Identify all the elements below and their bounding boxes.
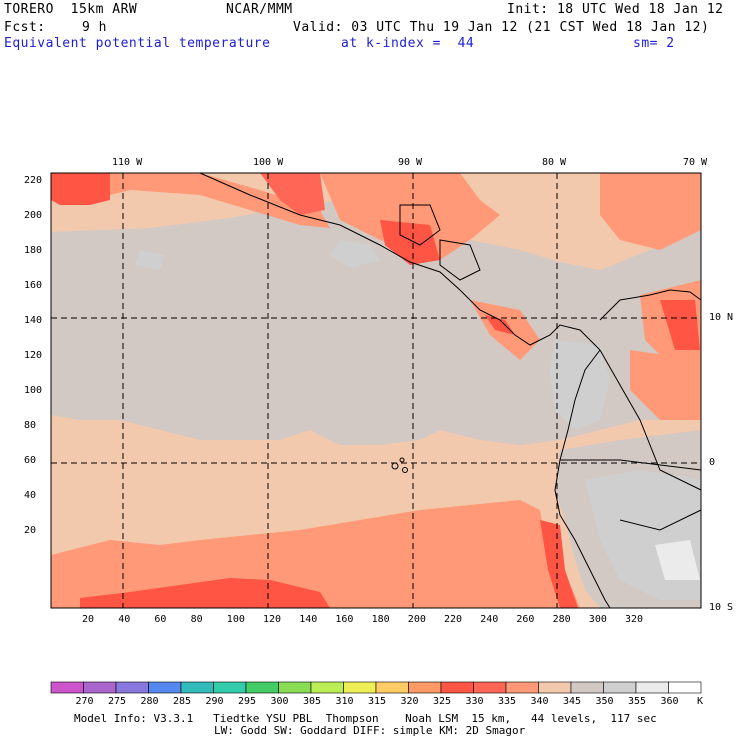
x-tick-label: 260 — [516, 614, 535, 625]
colorbar-tick-label: 280 — [140, 696, 159, 707]
longitude-label: 80 W — [542, 157, 567, 168]
latitude-label: 0 — [709, 457, 716, 468]
x-tick-label: 220 — [444, 614, 463, 625]
x-tick-label: 320 — [625, 614, 644, 625]
level-label: at k-index = 44 — [341, 36, 475, 51]
y-tick-label: 40 — [24, 490, 37, 501]
colorbar-swatch — [473, 681, 507, 694]
colorbar-tick-label: 270 — [75, 696, 94, 707]
y-tick-label: 120 — [24, 350, 43, 361]
colorbar-tick-label: 335 — [498, 696, 517, 707]
model-info-line: Model Info: V3.3.1 Tiedtke YSU PBL Thomp… — [74, 712, 657, 725]
x-tick-label: 180 — [371, 614, 390, 625]
colorbar-swatch — [310, 681, 344, 694]
x-tick-label: 240 — [480, 614, 499, 625]
colorbar-tick-label: 275 — [108, 696, 127, 707]
colorbar-swatch — [635, 681, 669, 694]
colorbar-swatch — [603, 681, 637, 694]
colorbar-swatch — [668, 681, 702, 694]
colorbar-swatch — [408, 681, 442, 694]
longitude-label: 70 W — [683, 157, 708, 168]
colorbar-tick-label: 315 — [368, 696, 387, 707]
colorbar-swatch — [570, 681, 604, 694]
colorbar-swatch — [213, 681, 247, 694]
valid-time: Valid: 03 UTC Thu 19 Jan 12 (21 CST Wed … — [293, 20, 710, 35]
longitude-label: 100 W — [253, 157, 284, 168]
colorbar-unit: K — [697, 696, 704, 707]
smoothing-label: sm= 2 — [633, 36, 675, 51]
x-tick-label: 40 — [118, 614, 131, 625]
colorbar-tick-label: 345 — [563, 696, 582, 707]
longitude-label: 90 W — [398, 157, 423, 168]
colorbar-swatch — [505, 681, 539, 694]
field-band-330-north — [51, 173, 110, 205]
colorbar-tick-label: 320 — [400, 696, 419, 707]
forecast-hours: 9 h — [82, 20, 107, 35]
colorbar-tick-label: 350 — [595, 696, 614, 707]
latitude-label: 10 N — [709, 312, 734, 323]
y-tick-label: 220 — [24, 175, 43, 186]
colorbar-swatch — [83, 681, 117, 694]
x-tick-label: 80 — [190, 614, 203, 625]
x-tick-label: 280 — [552, 614, 571, 625]
colorbar-swatch — [278, 681, 312, 694]
colorbar-tick-label: 330 — [465, 696, 484, 707]
x-tick-label: 140 — [299, 614, 318, 625]
physics-info-line: LW: Godd SW: Goddard DIFF: simple KM: 2D… — [214, 724, 526, 737]
colorbar-swatch — [115, 681, 149, 694]
x-tick-label: 200 — [407, 614, 426, 625]
center-label: NCAR/MMM — [226, 2, 293, 17]
colorbar-tick-label: 305 — [303, 696, 322, 707]
forecast-label: Fcst: — [4, 20, 46, 35]
x-tick-label: 300 — [588, 614, 607, 625]
x-tick-label: 100 — [226, 614, 245, 625]
longitude-label: 110 W — [112, 157, 143, 168]
colorbar-swatch — [538, 681, 572, 694]
coastlines — [199, 172, 702, 609]
y-tick-label: 180 — [24, 245, 43, 256]
colorbar-swatch — [375, 681, 409, 694]
colorbar-tick-label: 285 — [173, 696, 192, 707]
x-tick-label: 160 — [335, 614, 354, 625]
colorbar-swatch — [148, 681, 182, 694]
plot-frame — [50, 172, 702, 609]
init-time: Init: 18 UTC Wed 18 Jan 12 — [507, 2, 724, 17]
y-tick-label: 100 — [24, 385, 43, 396]
latlon-grid — [51, 173, 701, 608]
colorbar-tick-label: 355 — [628, 696, 647, 707]
y-tick-label: 60 — [24, 455, 37, 466]
y-tick-label: 20 — [24, 525, 37, 536]
field-band-335 — [51, 500, 580, 608]
y-tick-label: 140 — [24, 315, 43, 326]
colorbar-tick-label: 310 — [335, 696, 354, 707]
colorbar-swatch — [440, 681, 474, 694]
colorbar-tick-label: 325 — [433, 696, 452, 707]
colorbar-swatch — [50, 681, 84, 694]
colorbar-swatch — [245, 681, 279, 694]
colorbar-swatch — [343, 681, 377, 694]
field-band-345 — [51, 198, 701, 445]
x-tick-label: 120 — [263, 614, 282, 625]
colorbar — [50, 681, 702, 694]
colorbar-tick-label: 360 — [660, 696, 679, 707]
temperature-field — [51, 173, 701, 608]
colorbar-tick-label: 295 — [238, 696, 257, 707]
x-tick-label: 20 — [82, 614, 95, 625]
field-name: Equivalent potential temperature — [4, 36, 271, 51]
latitude-label: 10 S — [709, 602, 734, 613]
colorbar-tick-label: 290 — [205, 696, 224, 707]
colorbar-swatch — [180, 681, 214, 694]
x-tick-label: 60 — [154, 614, 167, 625]
colorbar-tick-label: 300 — [270, 696, 289, 707]
colorbar-tick-label: 340 — [530, 696, 549, 707]
y-tick-label: 200 — [24, 210, 43, 221]
y-tick-label: 160 — [24, 280, 43, 291]
model-title: TORERO 15km ARW — [4, 2, 138, 17]
y-tick-label: 80 — [24, 420, 37, 431]
